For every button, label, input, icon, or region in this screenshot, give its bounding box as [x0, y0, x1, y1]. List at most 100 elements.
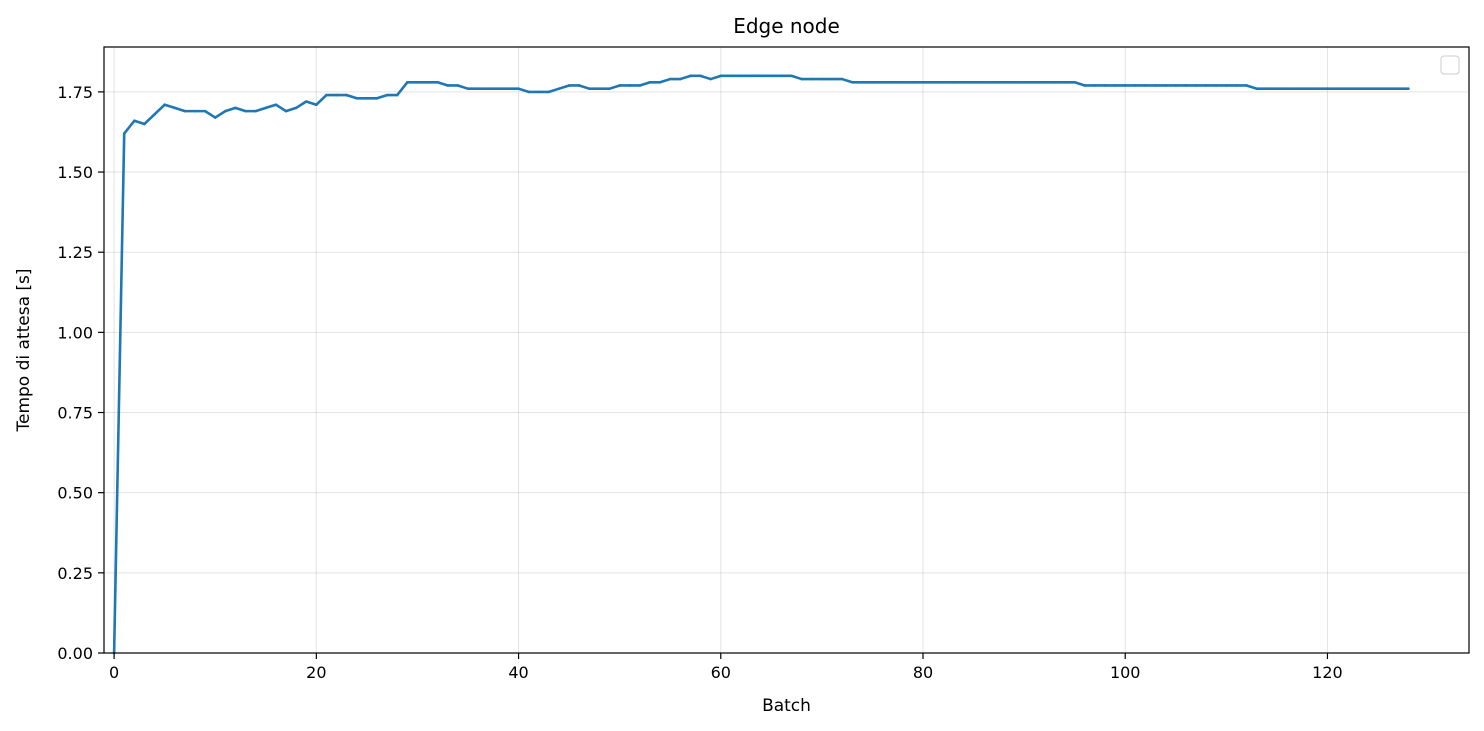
data-point [749, 74, 753, 78]
data-point [840, 77, 844, 81]
data-point [1113, 84, 1117, 87]
data-point [1376, 87, 1380, 90]
data-point [345, 93, 348, 97]
data-point [244, 109, 247, 113]
data-point [264, 106, 268, 110]
data-point [618, 84, 621, 87]
data-point [861, 80, 864, 84]
x-tick-label: 60 [711, 663, 731, 682]
y-axis-title: Tempo di attesa [s] [14, 268, 34, 432]
data-point [406, 80, 409, 84]
data-point [992, 80, 996, 84]
data-point [1396, 87, 1400, 90]
data-point [1134, 84, 1137, 87]
data-point [962, 80, 965, 84]
data-point [972, 80, 975, 84]
chart-title: Edge node [733, 14, 840, 38]
plot-frame [103, 46, 1470, 654]
data-point [689, 74, 692, 78]
data-point [1154, 84, 1157, 87]
data-point [729, 74, 733, 78]
data-point [446, 84, 450, 87]
data-point [800, 77, 803, 81]
data-point [163, 103, 166, 107]
data-point [739, 74, 743, 78]
data-point [679, 77, 682, 81]
x-tick-label: 0 [109, 663, 119, 682]
x-tick-label: 20 [306, 663, 326, 682]
data-point [304, 100, 308, 103]
data-point [577, 84, 581, 87]
data-point [153, 113, 156, 116]
data-point [365, 97, 369, 100]
data-point [436, 80, 439, 84]
data-point [537, 90, 541, 94]
data-point [780, 74, 783, 78]
data-point [274, 103, 278, 107]
data-point [759, 74, 763, 78]
data-point [770, 74, 773, 78]
data-point [1164, 84, 1167, 87]
series-layer [112, 74, 1410, 655]
data-point [830, 77, 834, 81]
data-point [1326, 87, 1329, 90]
legend-box [1440, 55, 1460, 75]
data-point [941, 80, 945, 84]
data-point [1366, 87, 1370, 90]
data-point [668, 77, 672, 81]
data-point [1285, 87, 1289, 90]
x-tick-label: 80 [913, 663, 933, 682]
data-point [719, 74, 723, 78]
series-line [112, 74, 1410, 655]
data-point [638, 84, 642, 87]
data-point [547, 90, 551, 94]
data-point [871, 80, 874, 84]
data-point [850, 80, 854, 84]
data-point [1295, 87, 1299, 90]
data-point [395, 93, 399, 97]
data-point [1305, 87, 1309, 90]
x-tick-label: 120 [1312, 663, 1343, 682]
y-tick-label: 1.00 [57, 323, 93, 342]
data-point [234, 106, 237, 110]
data-point [325, 93, 328, 97]
data-point [122, 132, 126, 135]
data-point [1063, 80, 1066, 84]
data-point [173, 106, 177, 110]
data-point [1103, 84, 1107, 87]
data-point [203, 109, 207, 113]
data-point [486, 87, 490, 90]
data-point [1346, 87, 1349, 90]
data-point [355, 97, 359, 100]
data-point [1083, 84, 1087, 87]
x-axis-title: Batch [762, 696, 811, 716]
data-point [1144, 84, 1147, 87]
y-tick-label: 1.50 [57, 163, 93, 182]
data-point [911, 80, 915, 84]
data-point [699, 74, 702, 78]
data-point [881, 80, 884, 84]
data-point [810, 77, 814, 81]
y-tick-label: 1.25 [57, 243, 93, 262]
y-tick-label: 0.75 [57, 404, 93, 423]
data-point [709, 77, 712, 81]
data-point [315, 103, 318, 107]
data-point [1073, 80, 1076, 84]
data-point [1174, 84, 1178, 87]
data-point [254, 109, 257, 113]
data-point [497, 87, 500, 90]
data-point [1214, 84, 1218, 87]
data-point [790, 74, 793, 78]
data-point [527, 90, 530, 94]
data-point [1225, 84, 1228, 87]
data-point [820, 77, 824, 81]
data-point [648, 80, 652, 84]
data-point [952, 80, 955, 84]
y-tick-label: 0.00 [57, 644, 93, 663]
data-point [557, 87, 561, 90]
data-point [921, 80, 925, 84]
data-point [456, 84, 460, 87]
y-axis: 0.00 0.25 0.50 0.75 1.00 1.25 1.50 1.75 [57, 83, 104, 663]
data-point [517, 87, 520, 90]
